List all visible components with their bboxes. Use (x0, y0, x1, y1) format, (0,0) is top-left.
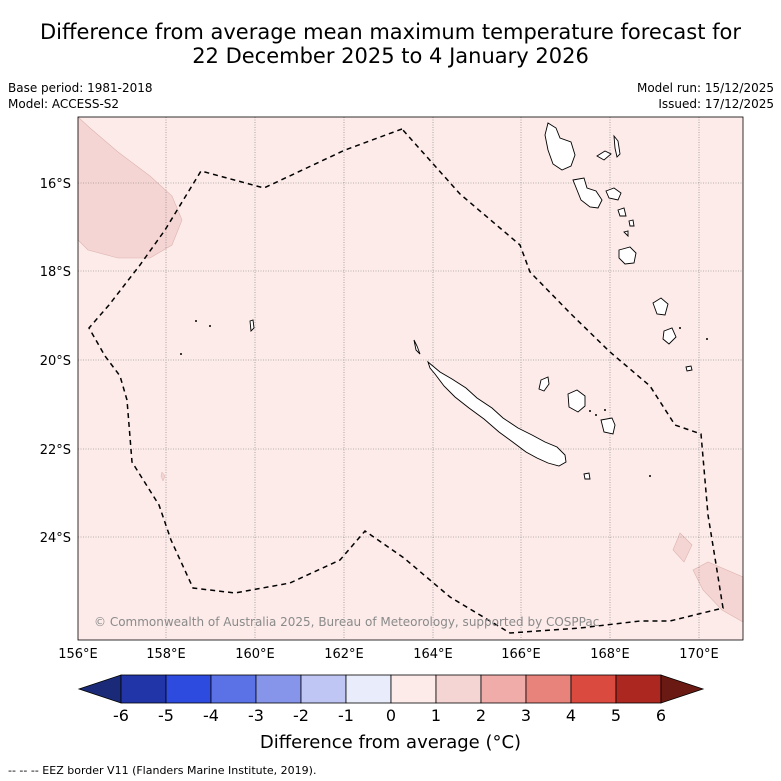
colorbar-segment (120, 674, 167, 704)
colorbar-segment (390, 674, 437, 704)
colorbar-segment (210, 674, 257, 704)
island-epi (617, 207, 627, 217)
lon-label: 158°E (146, 647, 186, 662)
colorbar-tick-label: 4 (565, 706, 577, 725)
colorbar-extend-low (77, 674, 122, 704)
island-ambae (596, 150, 612, 161)
title-line-2: 22 December 2025 to 4 January 2026 (192, 44, 589, 68)
eez-legend: -- -- -- EEZ border V11 (Flanders Marine… (8, 764, 317, 777)
island-aneityum (685, 365, 693, 372)
lon-label: 170°E (679, 647, 719, 662)
anomaly-patch-west (77, 116, 183, 259)
colorbar-segment (345, 674, 392, 704)
island-belep (413, 339, 421, 355)
title-line-1: Difference from average mean maximum tem… (40, 20, 741, 44)
colorbar-tick-label: 2 (475, 706, 487, 725)
colorbar-tick-label: -2 (293, 706, 309, 725)
colorbar-segment (300, 674, 347, 704)
island-efate (618, 246, 637, 265)
island-group (249, 122, 693, 480)
colorbar-segment (570, 674, 617, 704)
lon-label: 162°E (324, 647, 364, 662)
island-tongoa (628, 219, 635, 227)
island-espiritu-santo (544, 122, 576, 171)
island-isle-of-pines (583, 472, 591, 480)
island-lifou (567, 389, 586, 413)
island-ambrym (605, 187, 622, 201)
colorbar-segment (255, 674, 302, 704)
issued-date: Issued: 17/12/2025 (658, 97, 774, 111)
lat-label: 16°S (40, 177, 71, 192)
colorbar (77, 674, 705, 704)
island-tanna (662, 327, 677, 345)
colorbar-segment (480, 674, 527, 704)
lon-label: 156°E (58, 647, 98, 662)
model-name: Model: ACCESS-S2 (8, 97, 120, 111)
lon-label: 168°E (590, 647, 630, 662)
colorbar-tick-label: -4 (203, 706, 219, 725)
model-run: Model run: 15/12/2025 (636, 81, 774, 95)
lon-label: 164°E (413, 647, 453, 662)
lat-label: 18°S (40, 265, 71, 280)
copyright-text: © Commonwealth of Australia 2025, Bureau… (94, 615, 599, 629)
colorbar-tick-label: -6 (113, 706, 129, 725)
map-frame (77, 116, 744, 641)
anomaly-patch-tiny (160, 471, 166, 482)
island-grande-terre (427, 360, 567, 467)
colorbar-tick-label: -3 (248, 706, 264, 725)
anomaly-patch-east-small (672, 532, 693, 563)
map-gridlines (78, 117, 743, 640)
colorbar-tick-label: 3 (520, 706, 532, 725)
island-maewo (613, 134, 621, 158)
island-mare (600, 417, 616, 435)
colorbar-title: Difference from average (°C) (259, 732, 522, 753)
eez-border (88, 128, 724, 634)
lat-label: 20°S (40, 354, 71, 369)
lon-label: 160°E (235, 647, 275, 662)
island-ouvea (538, 376, 550, 392)
colorbar-segment (435, 674, 482, 704)
islet-dots (180, 320, 708, 477)
colorbar-extend-high (660, 674, 705, 704)
island-chesterfield (249, 319, 255, 332)
island-malakula (572, 177, 603, 209)
island-erromango (652, 297, 669, 316)
colorbar-tick-label: 0 (385, 706, 397, 725)
colorbar-tick-label: 1 (430, 706, 442, 725)
island-emae (623, 230, 629, 238)
lon-label: 166°E (501, 647, 541, 662)
colorbar-segment (525, 674, 572, 704)
colorbar-tick-label: 6 (655, 706, 667, 725)
colorbar-tick-label: -1 (338, 706, 354, 725)
colorbar-segment (165, 674, 212, 704)
base-period: Base period: 1981-2018 (8, 81, 153, 95)
colorbar-tick-label: 5 (610, 706, 622, 725)
colorbar-tick-label: -5 (158, 706, 174, 725)
lat-label: 22°S (40, 443, 71, 458)
lat-label: 24°S (40, 531, 71, 546)
colorbar-segment (615, 674, 662, 704)
map-background (78, 117, 743, 640)
